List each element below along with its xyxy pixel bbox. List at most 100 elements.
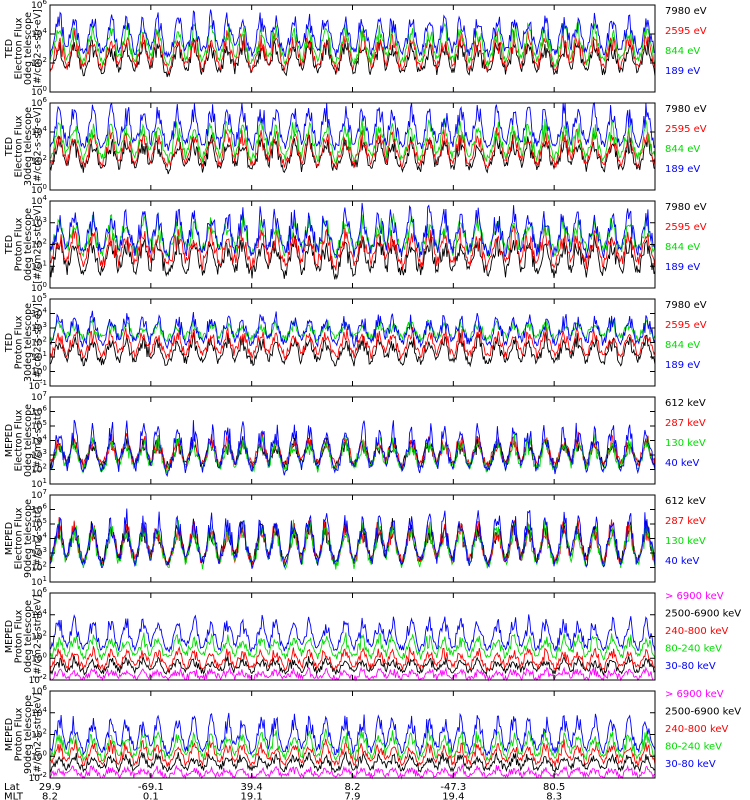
y-axis-label-line: [#/cm2-s-str] xyxy=(32,507,43,570)
y-axis-label-line: [#/cm2-s-str-keV] xyxy=(32,693,43,777)
legend-entry: 287 keV xyxy=(665,418,706,429)
legend-entry: 189 eV xyxy=(665,164,700,175)
y-axis-label-line: [#/cm2-s-str-eV] xyxy=(32,9,43,88)
x-axis: 29.98.20000Nov 09-69.10.1040039.419.1080… xyxy=(4,5,656,800)
series-line-ted-e-30-3 xyxy=(49,101,656,152)
legend-entry: 2500-6900 keV xyxy=(665,609,741,620)
x-axis-row-label: Lat xyxy=(4,782,20,793)
y-axis-label-line: MEPED xyxy=(4,522,15,555)
series-line-meped-p-90-4 xyxy=(49,712,656,757)
y-axis-label-line: Proton Flux xyxy=(13,315,24,369)
y-axis-label-line: [#/cm2-s-str-eV] xyxy=(32,303,43,382)
y-axis-label-line: 30deg telescope xyxy=(23,107,34,186)
x-tick-label: 80.5 xyxy=(543,782,565,793)
series-line-ted-p-30-1 xyxy=(49,326,656,361)
y-axis-label-line: MEPED xyxy=(4,620,15,653)
y-axis-label-line: 0deg telescope xyxy=(23,208,34,281)
series-line-ted-e-30-2 xyxy=(50,117,656,165)
x-tick-label: 8.2 xyxy=(42,792,58,800)
y-axis-label-line: MEPED xyxy=(4,718,15,751)
y-axis-label-line: Electron Flux xyxy=(13,507,24,569)
x-tick-label: 7.9 xyxy=(345,792,361,800)
legend-entry: 7980 eV xyxy=(665,202,707,213)
series-line-ted-e-0-1 xyxy=(49,29,656,74)
series-line-meped-p-0-2 xyxy=(49,646,656,673)
y-axis-label-line: MEPED xyxy=(4,424,15,457)
y-axis-label-line: Electron Flux xyxy=(13,115,24,177)
y-axis-label-line: Proton Flux xyxy=(13,609,24,663)
y-axis-label-line: TED xyxy=(4,137,15,157)
legend-entry: 130 keV xyxy=(665,536,706,547)
legend-entry: > 6900 keV xyxy=(665,591,724,602)
legend-entry: 189 eV xyxy=(665,360,700,371)
y-axis-label-line: Electron Flux xyxy=(13,17,24,79)
legend-entry: 2595 eV xyxy=(665,320,707,331)
series-line-meped-p-90-1 xyxy=(49,750,656,774)
legend-entry: > 6900 keV xyxy=(665,689,724,700)
x-tick-label: 0.1 xyxy=(143,792,159,800)
series-line-ted-e-0-3 xyxy=(49,9,656,58)
legend-entry: 844 eV xyxy=(665,242,700,253)
legend-entry: 612 keV xyxy=(665,496,706,507)
legend-entry: 30-80 keV xyxy=(665,759,716,770)
y-axis-label-line: 90deg telescope xyxy=(23,695,34,774)
series-line-ted-p-0-3 xyxy=(49,202,656,259)
x-tick-label: 19.1 xyxy=(241,792,263,800)
x-tick-label: -69.1 xyxy=(138,782,164,793)
y-axis-label-line: [#/cm2-s-str-eV] xyxy=(32,205,43,284)
x-tick-label: 8.2 xyxy=(345,782,361,793)
y-axis-label-line: [#/cm2-s-str-eV] xyxy=(32,107,43,186)
legend-entry: 2595 eV xyxy=(665,124,707,135)
series-line-meped-p-0-4 xyxy=(49,614,656,654)
legend-entry: 40 keV xyxy=(665,556,699,567)
series-line-ted-p-30-0 xyxy=(49,331,656,368)
series-line-ted-p-0-0 xyxy=(49,234,656,280)
x-tick-label: 8.3 xyxy=(546,792,562,800)
series-line-meped-p-90-2 xyxy=(49,738,656,768)
series-line-meped-e-0-3 xyxy=(49,419,656,478)
x-axis-row-label: MLT xyxy=(4,792,24,800)
y-axis-label-line: 90deg telescope xyxy=(23,499,34,578)
legend-entry: 2500-6900 keV xyxy=(665,707,741,718)
y-axis-label-line: 0deg telescope xyxy=(23,12,34,85)
legend-entry: 80-240 keV xyxy=(665,644,722,655)
x-tick-label: -47.3 xyxy=(440,782,466,793)
legend-entry: 30-80 keV xyxy=(665,661,716,672)
legend-entry: 2595 eV xyxy=(665,26,707,37)
legend-entry: 240-800 keV xyxy=(665,626,729,637)
y-axis-label-line: [#/cm2-s-str-keV] xyxy=(32,595,43,679)
y-axis-label-line: Proton Flux xyxy=(13,707,24,761)
legend-entry: 240-800 keV xyxy=(665,724,729,735)
y-tick-label: 106 xyxy=(31,0,47,11)
series-line-ted-p-0-2 xyxy=(49,212,656,259)
y-axis-label-line: Proton Flux xyxy=(13,217,24,271)
legend-entry: 844 eV xyxy=(665,340,700,351)
series-line-meped-p-0-1 xyxy=(49,655,656,677)
y-axis-label-line: 0deg telescope xyxy=(23,404,34,477)
x-tick-label: 29.9 xyxy=(39,782,61,793)
series-line-ted-p-0-1 xyxy=(49,224,656,271)
series-line-meped-p-90-3 xyxy=(49,728,656,763)
legend-entry: 844 eV xyxy=(665,144,700,155)
x-tick-label: 19.4 xyxy=(442,792,464,800)
y-axis-label-line: [#/cm2-s-str] xyxy=(32,409,43,472)
legend-entry: 844 eV xyxy=(665,46,700,57)
series-line-meped-p-0-3 xyxy=(49,632,656,661)
x-tick-label: 39.4 xyxy=(241,782,263,793)
legend-entry: 130 keV xyxy=(665,438,706,449)
legend-entry: 7980 eV xyxy=(665,300,707,311)
series-line-meped-e-90-3 xyxy=(49,508,656,569)
y-axis-label-line: Electron Flux xyxy=(13,409,24,471)
series-line-ted-e-0-2 xyxy=(49,19,656,69)
legend-entry: 189 eV xyxy=(665,262,700,273)
y-axis-label-line: 30deg telescope xyxy=(23,303,34,382)
